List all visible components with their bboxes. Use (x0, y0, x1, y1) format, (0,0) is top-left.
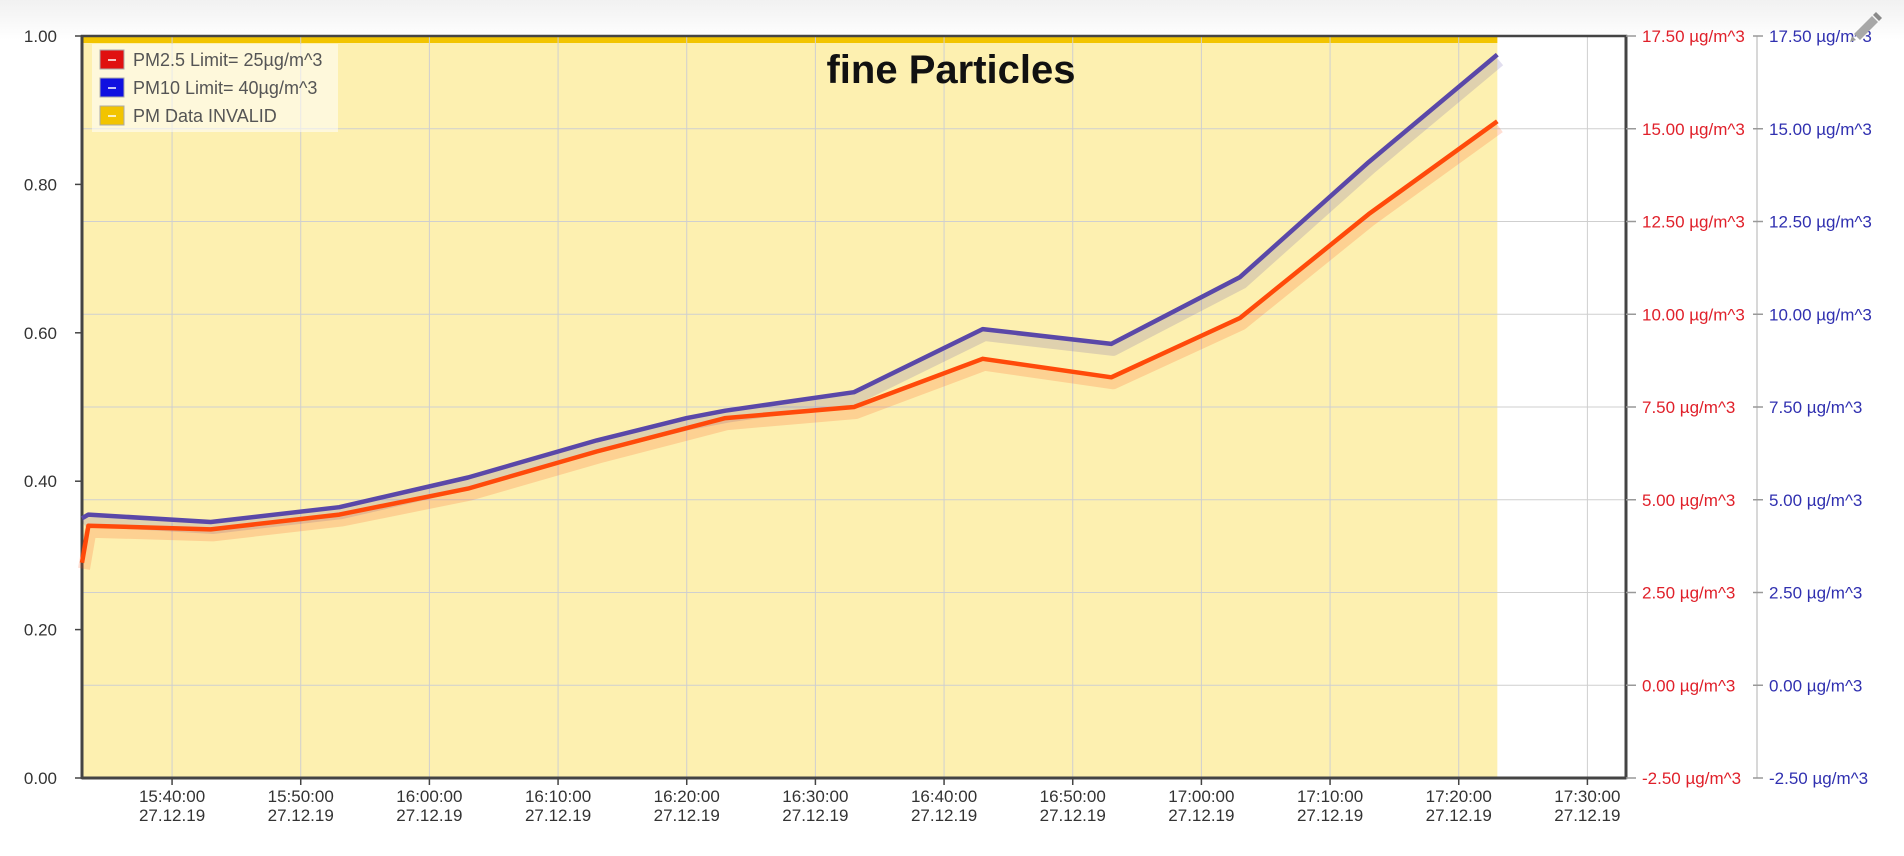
y-tick-label-pm25: 15.00 µg/m^3 (1642, 120, 1745, 139)
x-tick-label-time: 17:00:00 (1168, 787, 1234, 806)
y-tick-label-pm10: 7.50 µg/m^3 (1769, 398, 1862, 417)
x-tick-label-time: 15:40:00 (139, 787, 205, 806)
x-tick-label-date: 27.12.19 (782, 806, 848, 825)
legend-label[interactable]: PM2.5 Limit= 25µg/m^3 (133, 50, 322, 70)
invalid-data-band-edge (82, 36, 1498, 43)
x-tick-label-time: 16:30:00 (782, 787, 848, 806)
x-tick-label-date: 27.12.19 (911, 806, 977, 825)
pencil-icon[interactable] (1850, 12, 1882, 42)
legend: PM2.5 Limit= 25µg/m^3 PM10 Limit= 40µg/m^… (92, 44, 338, 132)
y-tick-label-pm25: -2.50 µg/m^3 (1642, 769, 1741, 788)
x-tick-label-time: 17:20:00 (1426, 787, 1492, 806)
header-shade (0, 0, 1904, 40)
legend-label[interactable]: PM Data INVALID (133, 106, 277, 126)
x-tick-label-time: 17:10:00 (1297, 787, 1363, 806)
x-tick-label-date: 27.12.19 (525, 806, 591, 825)
x-tick-label-date: 27.12.19 (1297, 806, 1363, 825)
y-tick-label-pm10: 12.50 µg/m^3 (1769, 213, 1872, 232)
y-tick-label-pm10: 15.00 µg/m^3 (1769, 120, 1872, 139)
y-tick-label-pm10: 2.50 µg/m^3 (1769, 584, 1862, 603)
y-tick-label-pm10: 17.50 µg/m^3 (1769, 27, 1872, 46)
y-tick-label-left: 0.80 (24, 175, 57, 194)
y-tick-label-left: 0.00 (24, 769, 57, 788)
y-tick-label-left: 0.20 (24, 621, 57, 640)
series-shadow-pm25 (78, 122, 1503, 570)
x-tick-label-date: 27.12.19 (1168, 806, 1234, 825)
y-tick-label-pm10: 0.00 µg/m^3 (1769, 676, 1862, 695)
x-tick-label-date: 27.12.19 (268, 806, 334, 825)
y-tick-label-pm10: -2.50 µg/m^3 (1769, 769, 1868, 788)
series-line-pm25[interactable] (79, 119, 1499, 564)
series-line-pm10[interactable] (80, 52, 1499, 525)
y-tick-label-pm25: 5.00 µg/m^3 (1642, 491, 1735, 510)
x-tick-label-time: 15:50:00 (268, 787, 334, 806)
x-tick-label-time: 16:10:00 (525, 787, 591, 806)
y-tick-label-left: 0.60 (24, 324, 57, 343)
x-tick-label-date: 27.12.19 (139, 806, 205, 825)
y-tick-label-pm10: 10.00 µg/m^3 (1769, 305, 1872, 324)
x-tick-label-time: 16:20:00 (654, 787, 720, 806)
x-tick-label-time: 16:50:00 (1040, 787, 1106, 806)
y-tick-label-pm25: 17.50 µg/m^3 (1642, 27, 1745, 46)
x-tick-label-date: 27.12.19 (1426, 806, 1492, 825)
y-tick-label-pm10: 5.00 µg/m^3 (1769, 491, 1862, 510)
chart-title: fine Particles (826, 48, 1075, 92)
x-tick-label-date: 27.12.19 (1040, 806, 1106, 825)
y-tick-label-pm25: 10.00 µg/m^3 (1642, 305, 1745, 324)
x-tick-label-time: 16:00:00 (396, 787, 462, 806)
x-tick-label-time: 17:30:00 (1554, 787, 1620, 806)
y-tick-label-left: 0.40 (24, 472, 57, 491)
y-tick-label-pm25: 0.00 µg/m^3 (1642, 676, 1735, 695)
legend-background (92, 44, 338, 132)
x-tick-label-date: 27.12.19 (396, 806, 462, 825)
legend-label[interactable]: PM10 Limit= 40µg/m^3 (133, 78, 317, 98)
x-tick-label-date: 27.12.19 (1554, 806, 1620, 825)
y-tick-label-pm25: 7.50 µg/m^3 (1642, 398, 1735, 417)
x-tick-label-date: 27.12.19 (654, 806, 720, 825)
y-tick-label-pm25: 12.50 µg/m^3 (1642, 213, 1745, 232)
y-tick-label-left: 1.00 (24, 27, 57, 46)
y-tick-label-pm25: 2.50 µg/m^3 (1642, 584, 1735, 603)
x-tick-label-time: 16:40:00 (911, 787, 977, 806)
